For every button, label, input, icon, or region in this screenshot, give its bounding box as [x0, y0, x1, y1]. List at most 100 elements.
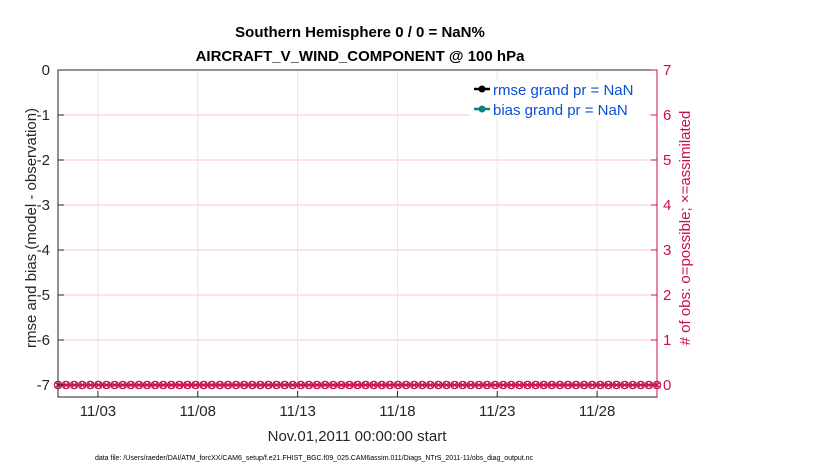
y-left-tick-label: -4	[37, 242, 50, 259]
obs-assimilated-marker	[167, 381, 175, 389]
obs-assimilated-marker	[256, 381, 265, 389]
obs-assimilated-marker	[620, 381, 629, 389]
y-right-tick-label: 2	[663, 287, 671, 304]
obs-assimilated-marker	[410, 381, 418, 389]
obs-assimilated-marker	[491, 381, 499, 389]
chart-title-line-1: Southern Hemisphere 0 / 0 = NaN%	[235, 24, 485, 41]
obs-assimilated-marker	[426, 381, 435, 389]
obs-assimilated-marker	[612, 381, 621, 389]
y-right-tick-label: 3	[663, 242, 671, 259]
obs-assimilated-marker	[402, 381, 410, 389]
obs-assimilated-marker	[394, 381, 402, 389]
obs-assimilated-marker	[475, 381, 483, 389]
obs-assimilated-marker	[386, 381, 394, 389]
obs-assimilated-marker	[159, 381, 167, 389]
obs-assimilated-marker	[264, 381, 273, 389]
obs-assimilated-marker	[280, 381, 289, 389]
y-left-tick-label: -5	[37, 287, 50, 304]
y-axis-label-left: rmse and bias (model - observation)	[23, 108, 40, 348]
obs-assimilated-marker	[540, 381, 548, 389]
obs-assimilated-marker	[434, 381, 443, 389]
obs-assimilated-marker	[200, 381, 208, 389]
obs-assimilated-marker	[183, 381, 192, 389]
obs-assimilated-marker	[151, 381, 159, 389]
obs-assimilated-marker	[531, 381, 540, 389]
obs-assimilated-marker	[637, 381, 645, 389]
x-tick-label: 11/23	[479, 403, 515, 420]
obs-assimilated-marker	[224, 381, 232, 389]
legend-background	[470, 80, 648, 120]
data-layer	[53, 380, 662, 390]
obs-assimilated-marker	[370, 381, 378, 389]
obs-assimilated-marker	[580, 381, 588, 389]
obs-assimilated-marker	[442, 381, 451, 389]
y-right-tick-label: 0	[663, 377, 671, 394]
x-tick-label: 11/18	[379, 403, 415, 420]
y-left-tick-label: -3	[37, 197, 50, 214]
y-right-tick-label: 7	[663, 62, 671, 79]
obs-assimilated-marker	[345, 381, 354, 389]
obs-assimilated-marker	[321, 381, 329, 389]
obs-assimilated-marker	[289, 381, 297, 389]
obs-assimilated-marker	[329, 381, 337, 389]
ticks-layer: 0 -1 -2 -3 -4 -5 -6 -7 7 6 5 4 3 2 1 0 11/03 11/08 11/13 11…	[37, 62, 672, 420]
obs-assimilated-marker	[143, 381, 151, 389]
obs-assimilated-marker	[450, 381, 459, 389]
obs-assimilated-marker	[499, 381, 507, 389]
legend-bias-label: bias grand pr = NaN	[493, 102, 628, 119]
obs-assimilated-marker	[337, 381, 345, 389]
y-right-tick-label: 6	[663, 107, 671, 124]
obs-assimilated-marker	[556, 381, 564, 389]
obs-assimilated-marker	[191, 381, 200, 389]
legend-rmse-label: rmse grand pr = NaN	[493, 82, 633, 99]
obs-assimilated-marker	[305, 381, 313, 389]
legend-bias-marker	[478, 105, 486, 113]
obs-assimilated-marker	[418, 381, 426, 389]
x-axis-label: Nov.01,2011 00:00:00 start	[268, 428, 448, 445]
obs-assimilated-marker	[208, 381, 216, 389]
obs-assimilated-marker	[111, 381, 119, 389]
obs-assimilated-marker	[645, 381, 653, 389]
obs-assimilated-marker	[507, 381, 515, 389]
obs-assimilated-marker	[127, 381, 135, 389]
obs-assimilated-marker	[378, 381, 386, 389]
grid-layer	[58, 70, 657, 397]
x-tick-label: 11/03	[80, 403, 116, 420]
obs-assimilated-marker	[523, 381, 532, 389]
y-right-tick-label: 1	[663, 332, 671, 349]
obs-assimilated-marker	[175, 381, 184, 389]
x-tick-label: 11/28	[579, 403, 615, 420]
obs-assimilated-marker	[604, 381, 613, 389]
obs-assimilated-marker	[313, 381, 321, 389]
y-left-tick-label: -1	[37, 107, 50, 124]
obs-assimilated-marker	[353, 381, 362, 389]
x-tick-label: 11/13	[279, 403, 315, 420]
y-left-tick-label: 0	[42, 62, 50, 79]
obs-assimilated-marker	[467, 381, 475, 389]
obs-assimilated-marker	[70, 381, 78, 389]
obs-assimilated-marker	[86, 381, 95, 389]
obs-assimilated-marker	[240, 381, 248, 389]
obs-assimilated-marker	[483, 381, 491, 389]
obs-assimilated-marker	[515, 381, 524, 389]
y-right-tick-label: 5	[663, 152, 671, 169]
y-axis-label-right: # of obs: o=possible; ×=assimilated	[677, 111, 694, 346]
obs-assimilated-marker	[548, 381, 556, 389]
obs-assimilated-marker	[629, 381, 637, 389]
obs-assimilated-marker	[588, 381, 596, 389]
y-left-tick-label: -2	[37, 152, 50, 169]
obs-assimilated-marker	[297, 381, 305, 389]
obs-assimilated-marker	[102, 381, 111, 389]
legend: rmse grand pr = NaN bias grand pr = NaN	[470, 80, 648, 120]
data-file-footnote: data file: /Users/raeder/DAI/ATM_forcXX/…	[95, 455, 534, 462]
obs-assimilated-marker	[62, 381, 70, 389]
obs-assimilated-marker	[248, 381, 256, 389]
chart-title-line-2: AIRCRAFT_V_WIND_COMPONENT @ 100 hPa	[196, 48, 526, 65]
obs-assimilated-marker	[272, 381, 281, 389]
obs-assimilated-marker	[459, 381, 467, 389]
y-right-tick-label: 4	[663, 197, 671, 214]
y-left-tick-label: -6	[37, 332, 50, 349]
obs-assimilated-marker	[564, 381, 572, 389]
obs-assimilated-marker	[135, 381, 143, 389]
